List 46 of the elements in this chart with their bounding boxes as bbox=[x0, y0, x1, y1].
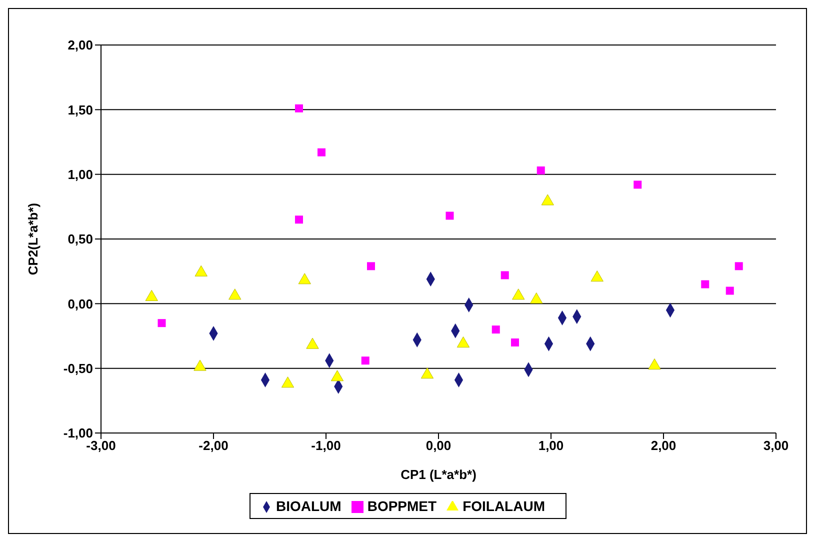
point bbox=[634, 180, 642, 189]
x-tick-label: 1,00 bbox=[538, 438, 564, 454]
legend-label: BIOALUM bbox=[276, 498, 342, 514]
y-tick-label: -1,00 bbox=[63, 426, 93, 441]
y-tick-label: 0,50 bbox=[68, 232, 93, 247]
x-tick-label: -1,00 bbox=[311, 438, 341, 454]
point bbox=[295, 104, 303, 112]
y-axis-title: CP2(L*a*b*) bbox=[26, 202, 41, 276]
point bbox=[330, 370, 344, 382]
y-tick-label: -0,50 bbox=[63, 360, 93, 376]
y-tick-label: 1,00 bbox=[68, 166, 93, 182]
point bbox=[590, 270, 604, 282]
point bbox=[734, 262, 743, 270]
point bbox=[318, 148, 326, 156]
y-tick-label: 2,00 bbox=[68, 38, 93, 53]
point bbox=[194, 360, 206, 371]
y-tick-label: 0,00 bbox=[68, 296, 93, 312]
point bbox=[500, 271, 509, 280]
point bbox=[361, 356, 370, 365]
x-tick-label: 2,00 bbox=[650, 438, 676, 454]
legend-label: BOPPMET bbox=[367, 498, 437, 514]
point bbox=[420, 368, 434, 379]
point bbox=[367, 262, 375, 270]
legend-label: FOILALAUM bbox=[462, 498, 545, 514]
x-tick-label: -3,00 bbox=[86, 438, 116, 454]
point bbox=[536, 166, 545, 174]
point bbox=[511, 338, 519, 346]
x-axis-title: CP1 (L*a*b*) bbox=[400, 467, 476, 482]
point bbox=[298, 273, 311, 284]
x-tick-label: 3,00 bbox=[763, 438, 789, 454]
y-tick-label: 1,50 bbox=[68, 102, 93, 118]
point bbox=[648, 358, 661, 370]
point bbox=[456, 336, 470, 348]
point bbox=[492, 326, 500, 334]
point bbox=[726, 286, 734, 295]
x-tick-label: -2,00 bbox=[198, 438, 228, 454]
point bbox=[530, 292, 543, 304]
point bbox=[701, 280, 710, 288]
point bbox=[295, 216, 303, 224]
point bbox=[446, 212, 454, 220]
x-tick-label: 0,00 bbox=[426, 438, 452, 454]
point bbox=[158, 319, 166, 328]
point bbox=[512, 288, 525, 300]
point bbox=[228, 288, 242, 300]
point bbox=[281, 376, 294, 388]
point bbox=[306, 338, 319, 349]
